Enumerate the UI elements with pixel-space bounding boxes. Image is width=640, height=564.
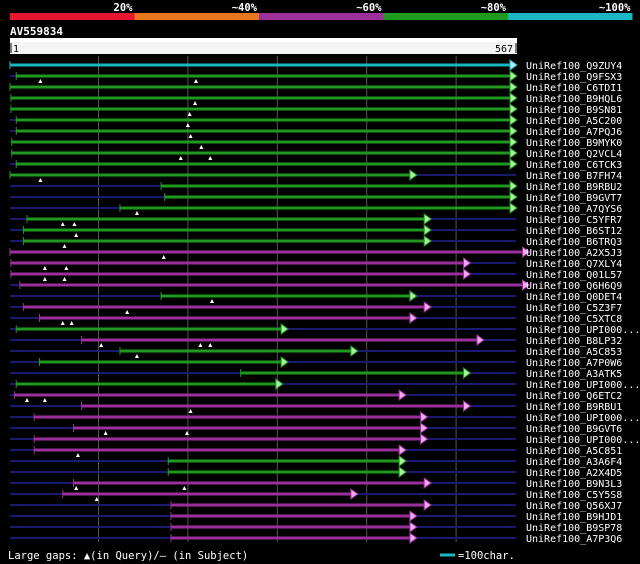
scale-label: =100char.	[458, 550, 515, 562]
hit-label[interactable]: UniRef100_C6TCK3	[526, 160, 622, 171]
legend-label: ~100%	[599, 2, 631, 14]
hit-label[interactable]: UniRef100_B9N3L3	[526, 479, 622, 490]
ruler	[10, 42, 517, 54]
legend-swatch	[259, 13, 384, 20]
hit-label[interactable]: UniRef100_Q56XJ7	[526, 501, 622, 512]
legend-label: ~80%	[481, 2, 507, 14]
hit-label[interactable]: UniRef100_B9MYK0	[526, 138, 622, 149]
hit-label[interactable]: UniRef100_B9GVT6	[526, 424, 622, 435]
legend-swatch	[10, 13, 135, 20]
hit-label[interactable]: UniRef100_B9RBU1	[526, 402, 622, 413]
hit-label[interactable]: UniRef100_A7P3Q6	[526, 534, 622, 545]
hit-label[interactable]: UniRef100_B9GVT7	[526, 193, 622, 204]
hit-label[interactable]: UniRef100_Q6H6Q9	[526, 281, 622, 292]
hit-label[interactable]: UniRef100_Q6ETC2	[526, 391, 622, 402]
ruler-end-label: 567	[495, 44, 513, 55]
hit-label[interactable]: UniRef100_A7P0W6	[526, 358, 622, 369]
hit-label[interactable]: UniRef100_A5C853	[526, 347, 622, 358]
hit-label[interactable]: UniRef100_UPI000...	[526, 325, 640, 336]
hit-label[interactable]: UniRef100_C5YFR7	[526, 215, 622, 226]
legend-label: ~40%	[232, 2, 258, 14]
legend-swatch	[508, 13, 633, 20]
hit-label[interactable]: UniRef100_B6ST12	[526, 226, 622, 237]
hit-label[interactable]: UniRef100_A7PQJ6	[526, 127, 622, 138]
hit-label[interactable]: UniRef100_Q0DET4	[526, 292, 622, 303]
hit-label[interactable]: UniRef100_C5Z3F7	[526, 303, 622, 314]
hit-label[interactable]: UniRef100_B7FH74	[526, 171, 622, 182]
hit-label[interactable]: UniRef100_C5Y5S8	[526, 490, 622, 501]
hit-label[interactable]: UniRef100_Q7XLY4	[526, 259, 622, 270]
query-bar	[10, 38, 517, 42]
hit-label[interactable]: UniRef100_A3ATK5	[526, 369, 622, 380]
hit-label[interactable]: UniRef100_B9HJD1	[526, 512, 622, 523]
hit-label[interactable]: UniRef100_C6TDI1	[526, 83, 622, 94]
hit-label[interactable]: UniRef100_Q2VCL4	[526, 149, 622, 160]
hit-label[interactable]: UniRef100_A2X4D5	[526, 468, 622, 479]
hit-label[interactable]: UniRef100_B9HQL6	[526, 94, 622, 105]
hit-label[interactable]: UniRef100_A3A6F4	[526, 457, 622, 468]
legend-label: ~60%	[356, 2, 382, 14]
hit-label[interactable]: UniRef100_A5C200	[526, 116, 622, 127]
hit-label[interactable]: UniRef100_A5C851	[526, 446, 622, 457]
legend-label: 20%	[114, 2, 134, 14]
hit-label[interactable]: UniRef100_B9SN81	[526, 105, 622, 116]
hit-label[interactable]: UniRef100_Q9FSX3	[526, 72, 622, 83]
query-name: AV559834	[10, 25, 63, 38]
hit-label[interactable]: UniRef100_A7QYS6	[526, 204, 622, 215]
hit-label[interactable]: UniRef100_UPI000...	[526, 380, 640, 391]
hit-label[interactable]: UniRef100_B8LP32	[526, 336, 622, 347]
gap-legend-text: Large gaps: ▲(in Query)/– (in Subject)	[8, 550, 248, 562]
legend-swatch	[135, 13, 260, 20]
hit-label[interactable]: UniRef100_Q01L57	[526, 270, 622, 281]
hit-label[interactable]: UniRef100_B9SP78	[526, 523, 622, 534]
hit-label[interactable]: UniRef100_B9RBU2	[526, 182, 622, 193]
ruler-start-label: 1	[13, 44, 19, 55]
hit-label[interactable]: UniRef100_UPI000...	[526, 413, 640, 424]
hit-label[interactable]: UniRef100_A2X5J3	[526, 248, 622, 259]
hit-label[interactable]: UniRef100_Q9ZUY4	[526, 61, 622, 72]
hit-label[interactable]: UniRef100_UPI000...	[526, 435, 640, 446]
hit-label[interactable]: UniRef100_C5XTC8	[526, 314, 622, 325]
legend-swatch	[384, 13, 509, 20]
hit-label[interactable]: UniRef100_B6TRQ3	[526, 237, 622, 248]
